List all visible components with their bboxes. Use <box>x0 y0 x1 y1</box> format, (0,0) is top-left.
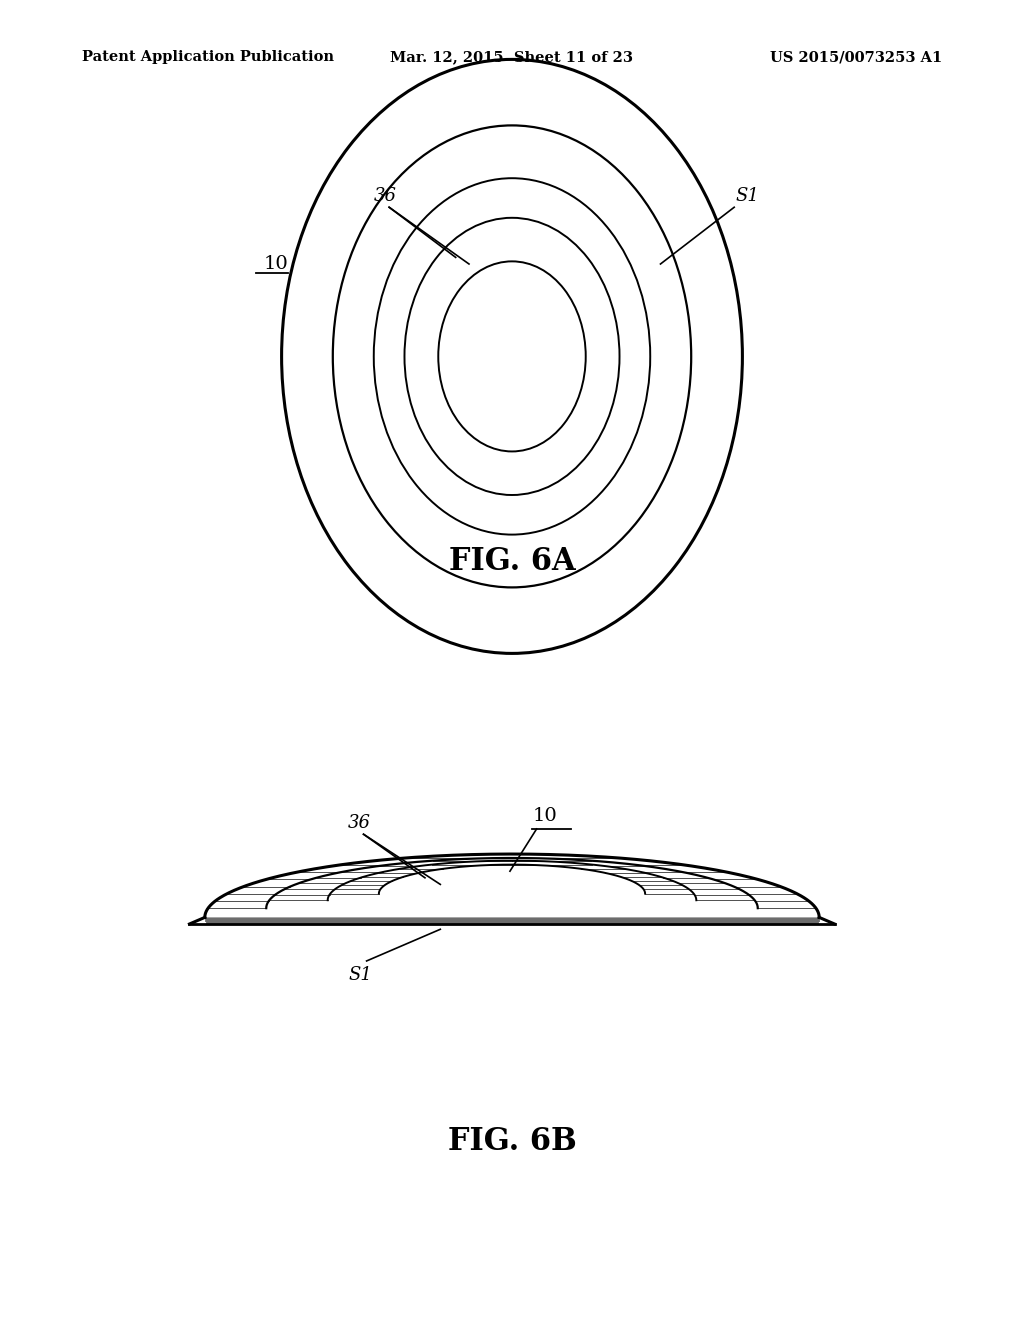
Text: 36: 36 <box>348 813 371 832</box>
Text: 36: 36 <box>374 186 396 205</box>
Text: FIG. 6B: FIG. 6B <box>447 1126 577 1158</box>
Text: Patent Application Publication: Patent Application Publication <box>82 50 334 65</box>
Text: 10: 10 <box>264 255 289 273</box>
Text: S1: S1 <box>735 186 759 205</box>
Text: S1: S1 <box>348 966 372 985</box>
Text: 10: 10 <box>532 807 557 825</box>
Text: US 2015/0073253 A1: US 2015/0073253 A1 <box>770 50 942 65</box>
Text: FIG. 6A: FIG. 6A <box>449 545 575 577</box>
Text: Mar. 12, 2015  Sheet 11 of 23: Mar. 12, 2015 Sheet 11 of 23 <box>390 50 634 65</box>
